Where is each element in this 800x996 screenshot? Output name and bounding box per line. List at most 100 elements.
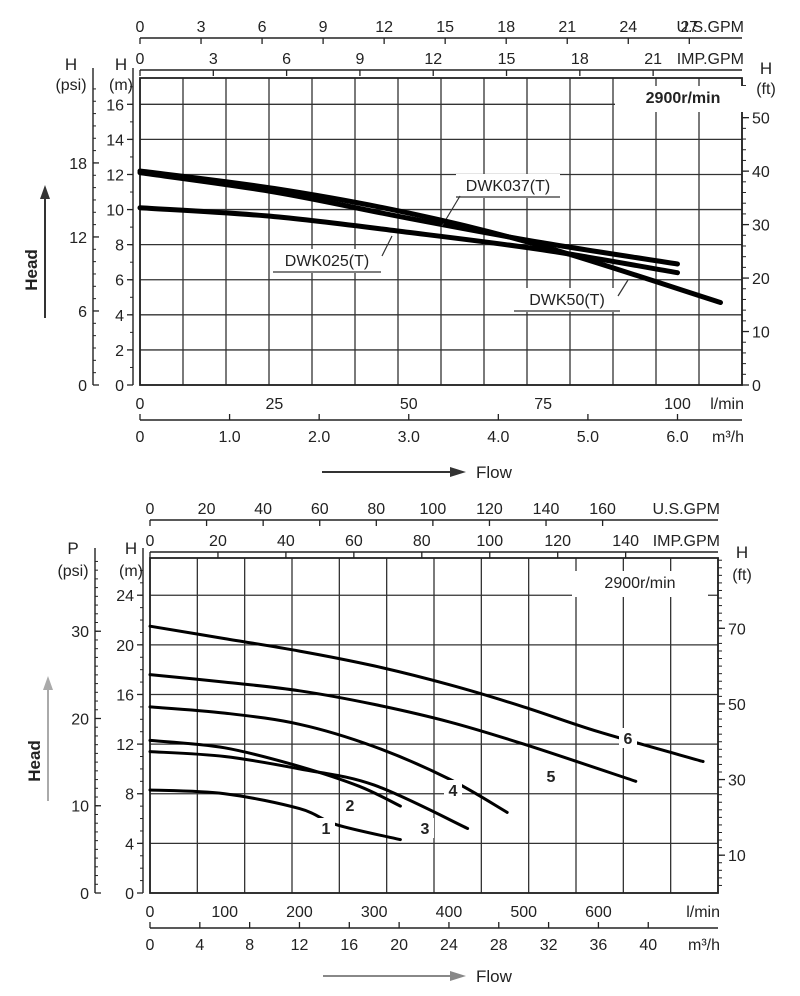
top-usgpm-tick-label: 18 <box>497 19 515 36</box>
left-m-tick-label: 12 <box>116 737 134 754</box>
series-label-bg <box>456 174 560 198</box>
top-usgpm-tick-label: 15 <box>436 19 454 36</box>
bottom-lmin-tick-label: 50 <box>400 396 418 413</box>
top-usgpm-tick-label: 20 <box>198 501 216 518</box>
bottom-lmin-tick-label: 100 <box>664 396 691 413</box>
series-label-leader <box>617 279 629 297</box>
series-label-bg <box>514 288 620 312</box>
bottom-m3h-tick-label: 4.0 <box>487 429 509 446</box>
left-psi-tick-label: 6 <box>78 304 87 321</box>
top-impgpm-unit: IMP.GPM <box>677 51 744 68</box>
left-psi-axis-header: H <box>65 55 77 74</box>
bottom-lmin-unit: l/min <box>686 904 720 921</box>
top-usgpm-tick-label: 3 <box>197 19 206 36</box>
right-ft-axis-header: H <box>736 543 748 562</box>
left-m-tick-label: 0 <box>115 378 124 395</box>
top-usgpm-tick-label: 0 <box>136 19 145 36</box>
bottom-m3h-tick-label: 4 <box>195 937 204 954</box>
head-arrow-head <box>43 676 53 690</box>
bottom-m3h-tick-label: 0 <box>136 429 145 446</box>
left-m-tick-label: 8 <box>125 787 134 804</box>
left-m-tick-label: 0 <box>125 886 134 903</box>
series-label: 5 <box>547 769 556 786</box>
head-arrow-head <box>40 185 50 199</box>
top-usgpm-tick-label: 21 <box>558 19 576 36</box>
bottom-lmin-tick-label: 75 <box>534 396 552 413</box>
left-psi-axis-header: P <box>67 539 78 558</box>
curve-2 <box>148 738 402 808</box>
top-usgpm-tick-label: 40 <box>254 501 272 518</box>
right-ft-axis-unit: (ft) <box>732 567 752 584</box>
right-ft-tick-label: 50 <box>728 697 746 714</box>
bottom-m3h-tick-label: 0 <box>146 937 155 954</box>
left-psi-axis-unit: (psi) <box>57 563 88 580</box>
top-usgpm-tick-label: 140 <box>533 501 560 518</box>
left-m-axis-unit: (m) <box>119 563 143 580</box>
left-m-tick-label: 16 <box>116 687 134 704</box>
bottom-lmin-tick-label: 100 <box>211 904 238 921</box>
top-usgpm-tick-label: 12 <box>375 19 393 36</box>
curve-6 <box>148 624 705 763</box>
bottom-lmin-tick-label: 0 <box>146 904 155 921</box>
left-m-tick-label: 16 <box>106 97 124 114</box>
top-impgpm-unit: IMP.GPM <box>653 533 720 550</box>
top-impgpm-tick-label: 100 <box>476 533 503 550</box>
series-label-bg <box>542 766 560 786</box>
bottom-lmin-unit: l/min <box>710 396 744 413</box>
bottom-m3h-tick-label: 8 <box>245 937 254 954</box>
right-ft-axis-unit: (ft) <box>756 81 776 98</box>
left-m-tick-label: 20 <box>116 638 134 655</box>
series-label: DWK025(T) <box>285 253 369 270</box>
series-label: 2 <box>346 798 355 815</box>
top-impgpm-tick-label: 60 <box>345 533 363 550</box>
top-usgpm-unit: U.S.GPM <box>676 19 744 36</box>
series-label: DWK037(T) <box>466 178 550 195</box>
bottom-m3h-tick-label: 36 <box>590 937 608 954</box>
series-label-bg <box>273 249 381 273</box>
bottom-lmin-tick-label: 600 <box>585 904 612 921</box>
series-label-bg <box>341 795 359 815</box>
left-m-axis-header: H <box>125 539 137 558</box>
series-label-bg <box>317 818 335 838</box>
bottom-m3h-tick-label: 28 <box>490 937 508 954</box>
right-ft-tick-label: 50 <box>752 111 770 128</box>
right-ft-tick-label: 30 <box>728 773 746 790</box>
flow-arrow-head <box>450 971 466 981</box>
top-usgpm-tick-label: 6 <box>258 19 267 36</box>
curve-5 <box>148 673 638 783</box>
top-usgpm-tick-label: 100 <box>420 501 447 518</box>
series-label: DWK50(T) <box>529 292 605 309</box>
series-label-bg <box>619 728 637 748</box>
curve-3 <box>148 750 470 830</box>
bottom-m3h-tick-label: 20 <box>390 937 408 954</box>
left-m-tick-label: 4 <box>115 308 124 325</box>
left-psi-tick-label: 0 <box>78 378 87 395</box>
top-usgpm-unit: U.S.GPM <box>652 501 720 518</box>
top-impgpm-tick-label: 3 <box>209 51 218 68</box>
pump-curve-chart-2: 04812162024H(m)0102030P(psi)10305070H(ft… <box>25 501 752 986</box>
top-impgpm-tick-label: 0 <box>136 51 145 68</box>
head-axis-label: Head <box>22 249 41 291</box>
plot-frame <box>139 77 743 386</box>
top-impgpm-tick-label: 18 <box>571 51 589 68</box>
top-usgpm-tick-label: 9 <box>319 19 328 36</box>
top-usgpm-tick-label: 60 <box>311 501 329 518</box>
top-impgpm-tick-label: 0 <box>146 533 155 550</box>
curve-1 <box>137 170 680 267</box>
bottom-m3h-tick-label: 1.0 <box>218 429 240 446</box>
series-label: 1 <box>322 821 331 838</box>
bottom-lmin-tick-label: 0 <box>136 396 145 413</box>
bottom-m3h-tick-label: 40 <box>639 937 657 954</box>
top-impgpm-tick-label: 80 <box>413 533 431 550</box>
flow-arrow-head <box>450 467 466 477</box>
top-usgpm-tick-label: 160 <box>589 501 616 518</box>
bottom-m3h-tick-label: 16 <box>340 937 358 954</box>
top-impgpm-tick-label: 6 <box>282 51 291 68</box>
speed-label-bg <box>572 571 708 597</box>
top-impgpm-tick-label: 12 <box>424 51 442 68</box>
top-impgpm-tick-label: 21 <box>644 51 662 68</box>
left-m-tick-label: 10 <box>106 203 124 220</box>
left-psi-tick-label: 10 <box>71 799 89 816</box>
right-ft-tick-label: 30 <box>752 218 770 235</box>
bottom-m3h-tick-label: 24 <box>440 937 458 954</box>
